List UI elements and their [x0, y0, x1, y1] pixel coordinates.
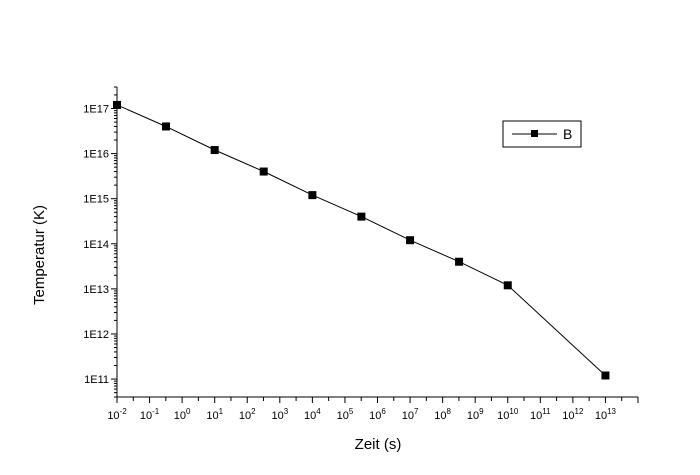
x-tick-label: 100: [174, 407, 191, 422]
x-axis-title: Zeit (s): [355, 436, 402, 453]
data-point-marker: [503, 281, 512, 290]
x-tick-label: 107: [402, 407, 419, 422]
legend: B: [502, 120, 582, 148]
x-tick-label: 1010: [497, 407, 519, 422]
x-tick-label: 10-2: [107, 407, 127, 422]
data-point-marker: [210, 146, 219, 155]
data-point-marker: [162, 122, 171, 131]
data-point-marker: [113, 100, 121, 109]
x-tick-label: 108: [434, 407, 451, 422]
y-tick-label: 1E13: [83, 284, 109, 296]
data-point-marker: [406, 236, 415, 245]
x-tick-label: 10-1: [140, 407, 160, 422]
x-tick-label: 1011: [530, 407, 551, 422]
data-point-marker: [259, 167, 268, 176]
legend-label-series-b: B: [563, 126, 572, 142]
x-tick-label: 103: [271, 407, 288, 422]
x-tick-label: 109: [467, 407, 484, 422]
data-point-marker: [601, 371, 610, 380]
x-tick-label: 1013: [595, 407, 617, 422]
y-tick-label: 1E11: [84, 374, 109, 386]
legend-marker: [531, 130, 538, 137]
series: [113, 100, 610, 380]
x-tick-label: 1012: [562, 407, 584, 422]
x-tick-label: 104: [304, 407, 321, 422]
y-tick-label: 1E16: [83, 149, 109, 161]
x-tick-label: 102: [239, 407, 256, 422]
x-tick-label: 101: [206, 407, 223, 422]
x-ticks: 10-2 10-1 100 101 102 103 104 105 106 107 108 109 10…: [107, 397, 639, 422]
y-tick-label: 1E17: [83, 104, 109, 116]
series-line-b: [116, 104, 606, 376]
data-point-marker: [455, 257, 464, 266]
y-axis-title: Temperatur (K): [31, 205, 48, 305]
x-tick-label: 105: [337, 407, 354, 422]
y-ticks: 1E11 1E12 1E13 1E14 1E15 1E16 1E17: [83, 86, 117, 398]
x-tick-label: 106: [369, 407, 386, 422]
y-tick-label: 1E12: [83, 329, 109, 341]
data-point-marker: [357, 212, 366, 221]
y-tick-label: 1E14: [83, 239, 109, 251]
y-tick-label: 1E15: [83, 194, 109, 206]
data-point-marker: [308, 191, 317, 200]
